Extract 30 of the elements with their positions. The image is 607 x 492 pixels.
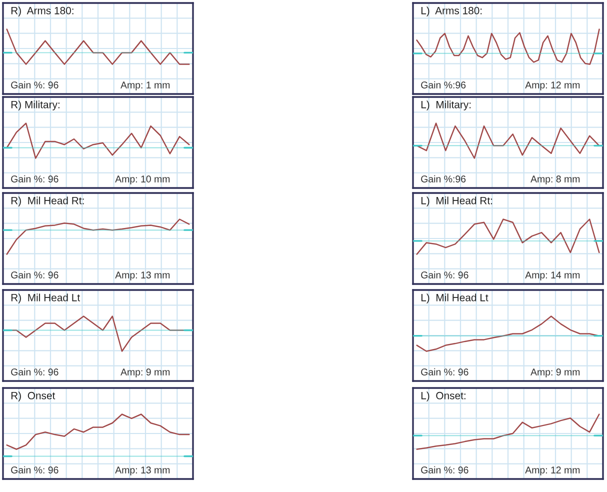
text: Amp: 10 mm — [115, 176, 170, 184]
text: Gain %: 96 — [11, 81, 58, 88]
text: Gain %: 96 — [421, 271, 468, 278]
chart-title: R) Mil Head Rt: — [11, 196, 84, 206]
text: Amp: 13 mm — [115, 466, 170, 476]
text: Amp: 1 mm — [120, 82, 170, 90]
text: Gain %: 96 — [11, 175, 58, 182]
text: Gain %:96 — [421, 175, 466, 182]
text: Gain %: 96 — [11, 271, 58, 278]
text: Gain %: 96 — [421, 466, 468, 474]
text: Gain %: 96 — [421, 368, 468, 376]
chart-title: L) Mil Head Lt — [421, 294, 488, 304]
text: Gain %:96 — [421, 81, 466, 88]
text: Gain %: 96 — [11, 368, 58, 376]
text: Amp: 12 mm — [525, 466, 580, 476]
text: Amp: 9 mm — [120, 368, 170, 378]
text: Gain %: 96 — [11, 466, 58, 474]
text: Amp: 14 mm — [525, 272, 580, 280]
chart-title: R) Arms 180: — [11, 6, 74, 16]
text: Amp: 13 mm — [115, 272, 170, 280]
chart-title: R) Mil Head Lt — [11, 294, 80, 304]
chart-title: L) Arms 180: — [421, 6, 482, 16]
chart-title: L) Mil Head Rt: — [421, 196, 492, 206]
chart-title: R) Military: — [11, 100, 60, 110]
chart-title: R) Onset — [11, 392, 56, 402]
chart-title: L) Onset: — [421, 392, 466, 402]
chart-title: L) Military: — [421, 100, 471, 110]
text: Amp: 8 mm — [530, 176, 580, 184]
text: Amp: 9 mm — [530, 368, 580, 378]
text: Amp: 12 mm — [525, 82, 580, 90]
